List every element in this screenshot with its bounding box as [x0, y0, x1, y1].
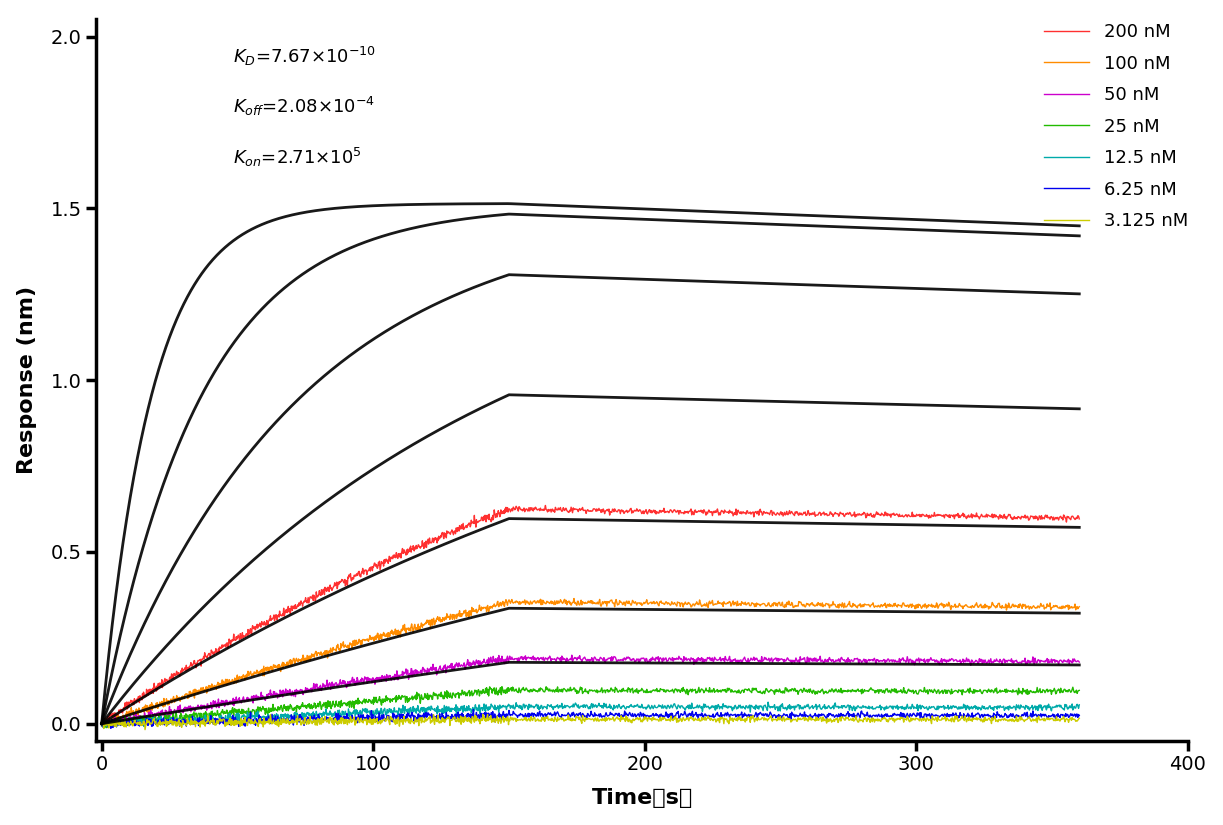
- 12.5 nM: [804, 702, 818, 712]
- 12.5 nM: [94, 719, 109, 728]
- 3.125 nM: [313, 714, 328, 724]
- 25 nM: [313, 702, 328, 712]
- Line: 3.125 nM: 3.125 nM: [102, 714, 1079, 729]
- 100 nM: [720, 598, 735, 608]
- 200 nM: [98, 722, 113, 732]
- 50 nM: [313, 683, 328, 693]
- 50 nM: [97, 721, 111, 731]
- 50 nM: [720, 655, 735, 665]
- 6.25 nM: [466, 705, 481, 714]
- Y-axis label: Response (nm): Response (nm): [17, 286, 37, 474]
- 3.125 nM: [476, 710, 490, 719]
- 200 nM: [538, 501, 553, 511]
- 3.125 nM: [119, 719, 133, 729]
- 25 nM: [494, 681, 509, 691]
- 3.125 nM: [804, 713, 818, 723]
- 12.5 nM: [720, 703, 735, 713]
- 200 nM: [119, 700, 133, 710]
- 25 nM: [1071, 686, 1086, 695]
- 12.5 nM: [119, 719, 133, 729]
- 3.125 nM: [720, 716, 735, 726]
- Text: $K_D$=7.67×10$^{-10}$: $K_D$=7.67×10$^{-10}$: [232, 45, 375, 68]
- 3.125 nM: [674, 714, 689, 724]
- 100 nM: [313, 648, 328, 658]
- 100 nM: [94, 721, 109, 731]
- 200 nM: [620, 507, 635, 517]
- 200 nM: [804, 508, 818, 518]
- 200 nM: [674, 508, 689, 518]
- Text: $K_{off}$=2.08×10$^{-4}$: $K_{off}$=2.08×10$^{-4}$: [232, 95, 374, 118]
- 50 nM: [620, 653, 635, 663]
- 200 nM: [94, 721, 109, 731]
- Line: 6.25 nM: 6.25 nM: [102, 710, 1079, 728]
- 3.125 nM: [138, 724, 153, 734]
- 6.25 nM: [104, 724, 119, 733]
- Line: 12.5 nM: 12.5 nM: [102, 702, 1079, 727]
- Line: 100 nM: 100 nM: [102, 598, 1079, 726]
- 12.5 nM: [313, 710, 328, 719]
- 25 nM: [674, 686, 689, 695]
- 6.25 nM: [620, 710, 635, 719]
- 25 nM: [94, 716, 109, 726]
- Line: 25 nM: 25 nM: [102, 686, 1079, 728]
- Text: $K_{on}$=2.71×10$^{5}$: $K_{on}$=2.71×10$^{5}$: [232, 146, 362, 169]
- 12.5 nM: [673, 703, 687, 713]
- 6.25 nM: [119, 717, 133, 727]
- 25 nM: [720, 686, 735, 695]
- Line: 50 nM: 50 nM: [102, 655, 1079, 726]
- 6.25 nM: [804, 710, 818, 720]
- 6.25 nM: [313, 714, 328, 724]
- 200 nM: [313, 591, 328, 601]
- 50 nM: [94, 718, 109, 728]
- 50 nM: [565, 650, 580, 660]
- 50 nM: [674, 653, 689, 663]
- 12.5 nM: [1071, 700, 1086, 710]
- 12.5 nM: [761, 697, 775, 707]
- 6.25 nM: [1071, 710, 1086, 720]
- 3.125 nM: [94, 716, 109, 726]
- 50 nM: [119, 714, 133, 724]
- 6.25 nM: [674, 709, 689, 719]
- 12.5 nM: [619, 701, 634, 711]
- 25 nM: [119, 718, 133, 728]
- 12.5 nM: [109, 722, 124, 732]
- 3.125 nM: [620, 713, 635, 723]
- 200 nM: [1071, 514, 1086, 524]
- 25 nM: [98, 723, 113, 733]
- 25 nM: [804, 686, 818, 696]
- 100 nM: [619, 596, 634, 606]
- 100 nM: [119, 710, 133, 719]
- 100 nM: [802, 599, 817, 609]
- X-axis label: Time（s）: Time（s）: [592, 789, 692, 808]
- 25 nM: [620, 687, 635, 697]
- 100 nM: [566, 593, 581, 603]
- 200 nM: [720, 507, 735, 516]
- 3.125 nM: [1071, 714, 1086, 724]
- 50 nM: [804, 653, 818, 663]
- 50 nM: [1071, 658, 1086, 667]
- Line: 200 nM: 200 nM: [102, 506, 1079, 727]
- 100 nM: [673, 601, 687, 611]
- 6.25 nM: [720, 709, 735, 719]
- 6.25 nM: [94, 717, 109, 727]
- 100 nM: [1071, 601, 1086, 611]
- Legend: 200 nM, 100 nM, 50 nM, 25 nM, 12.5 nM, 6.25 nM, 3.125 nM: 200 nM, 100 nM, 50 nM, 25 nM, 12.5 nM, 6…: [1037, 16, 1195, 238]
